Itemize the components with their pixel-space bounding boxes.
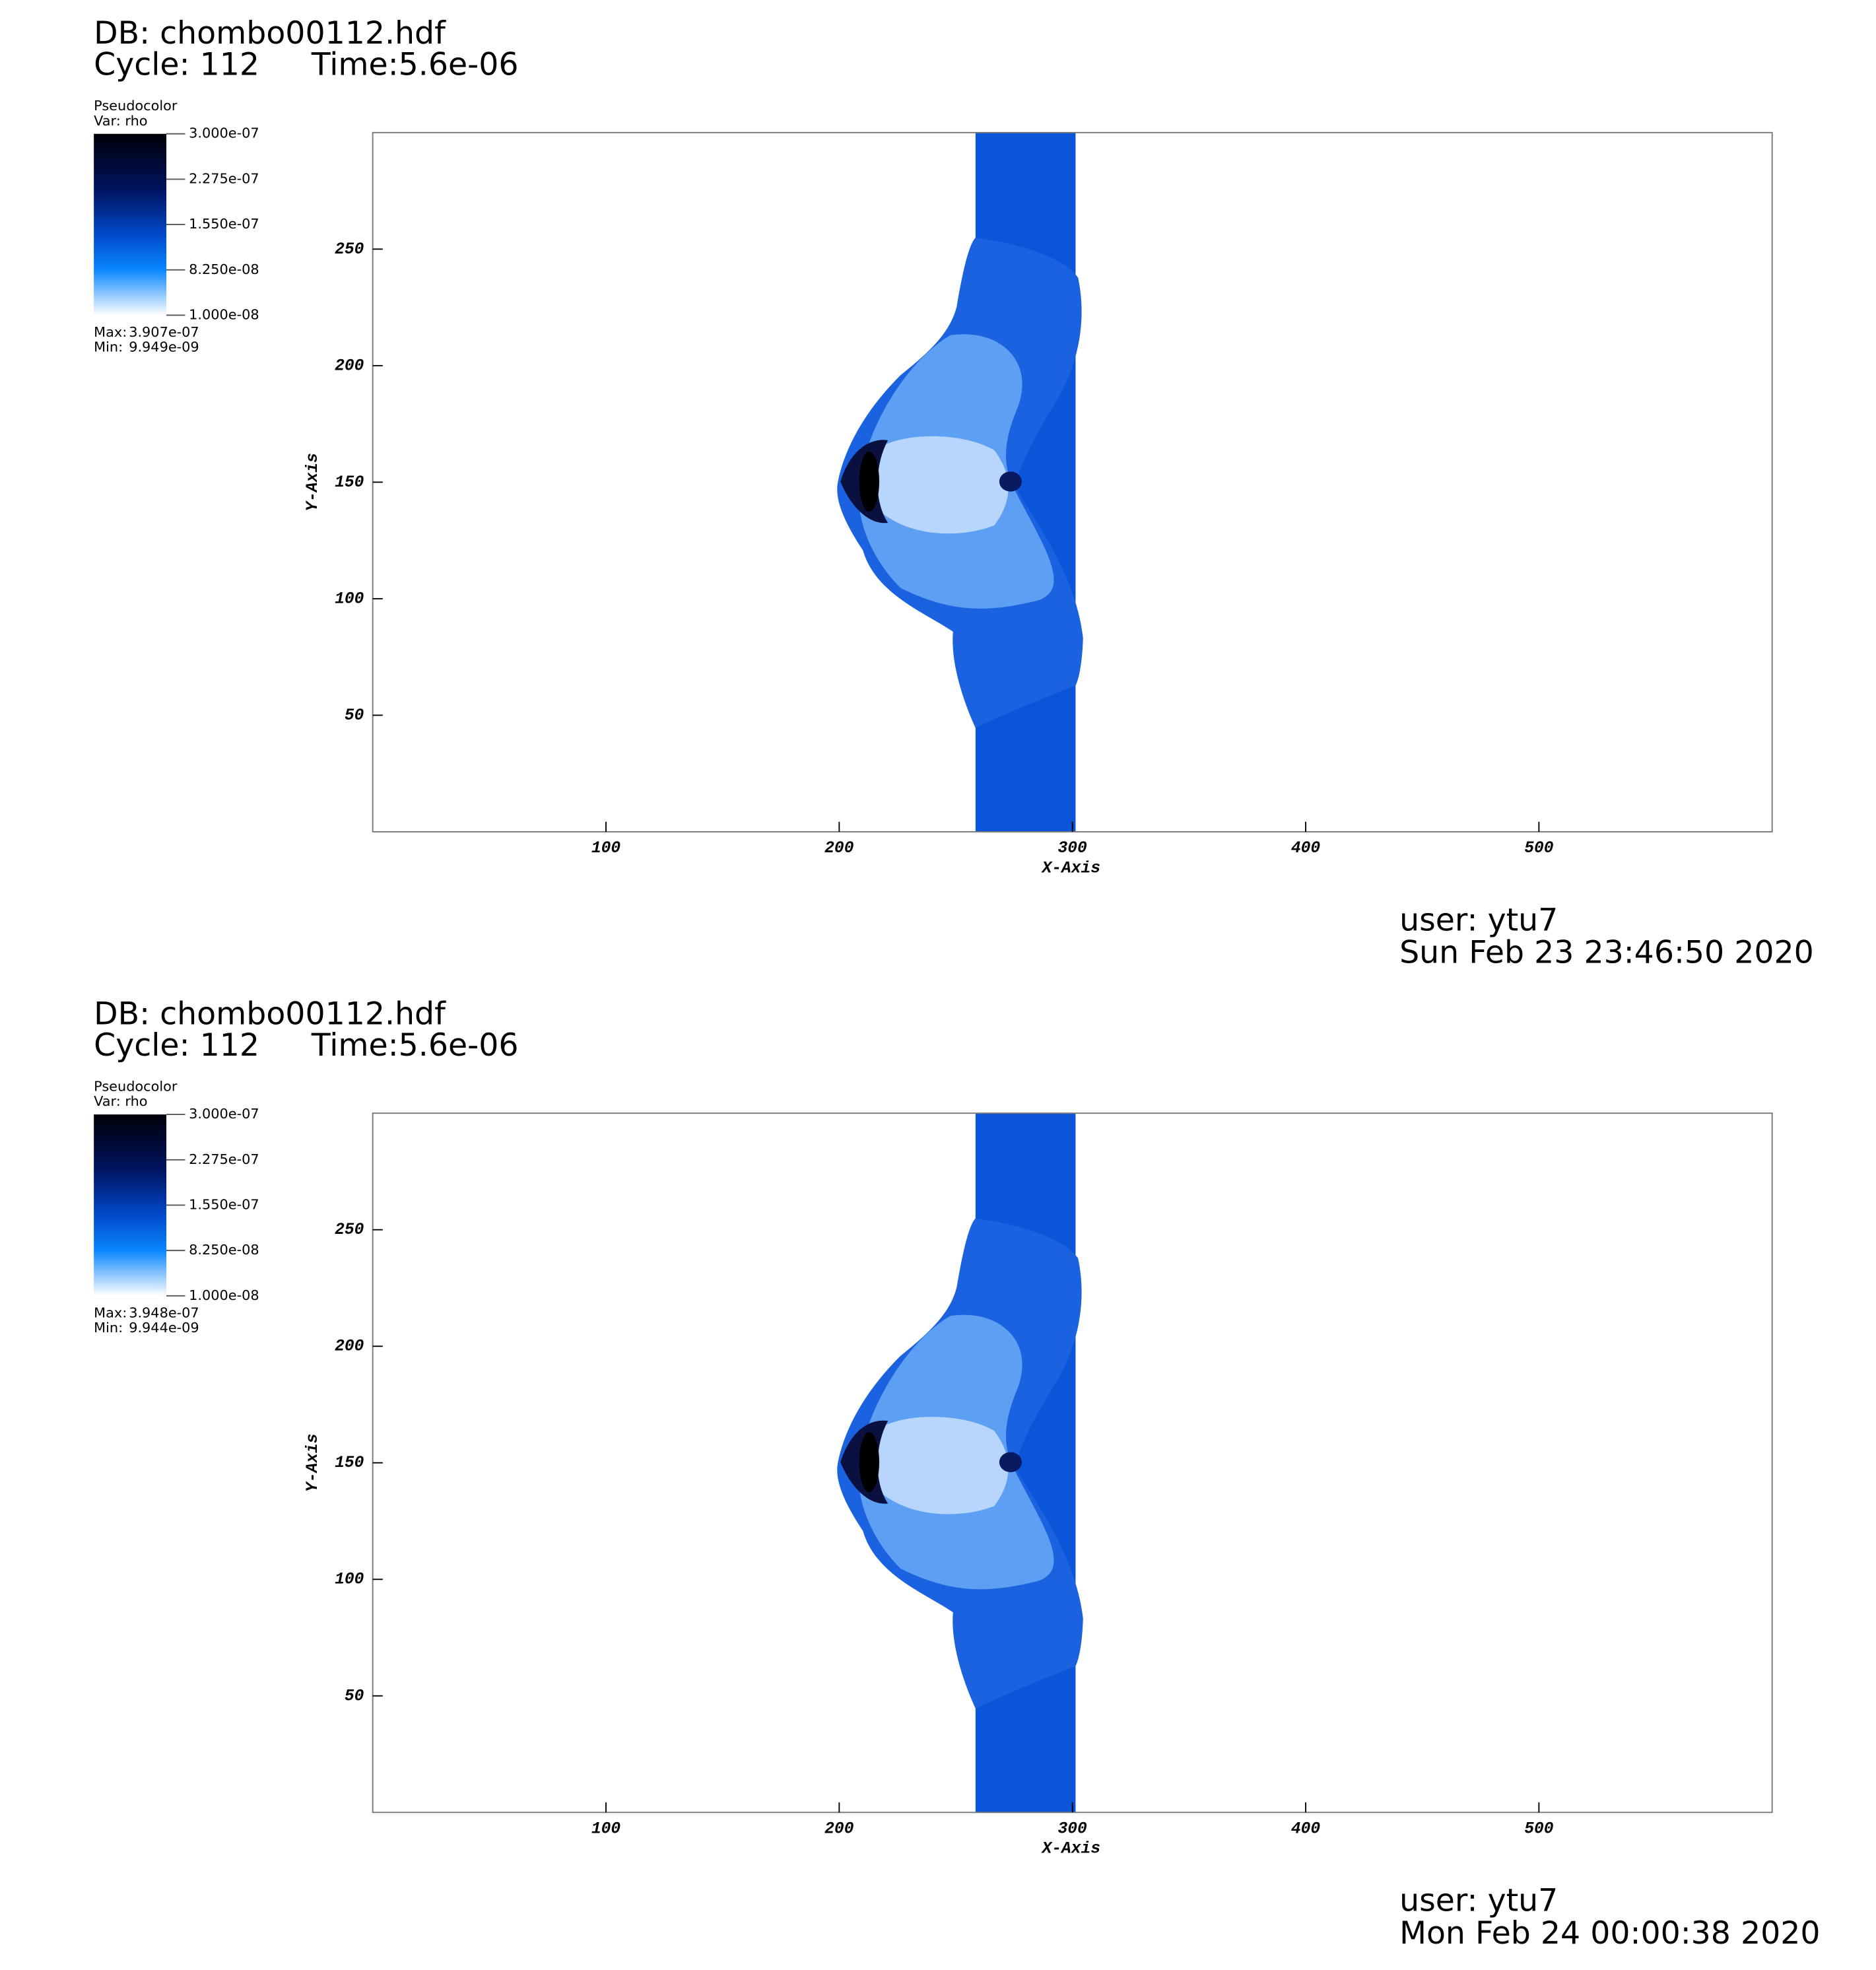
x-tick-label: 200 (824, 840, 854, 858)
x-tick-label: 200 (824, 1820, 854, 1838)
cycle: Cycle: 112 (94, 1027, 259, 1064)
y-tick-label: 200 (335, 1338, 364, 1356)
date: Mon Feb 24 00:00:38 2020 (1399, 1915, 1820, 1952)
colorbar-tick-label: 8.250e-08 (189, 1242, 259, 1258)
max-label: Max: (94, 1305, 127, 1320)
colorbar-tick-label: 1.000e-08 (189, 1287, 259, 1303)
field-image (837, 1113, 1083, 1813)
colorbar-tick-label: 1.550e-07 (189, 216, 259, 232)
y-tick-label: 200 (335, 357, 364, 375)
x-tick-label: 100 (591, 840, 621, 858)
colorbar-tick-label: 2.275e-07 (189, 170, 259, 186)
y-tick-label: 250 (335, 1221, 364, 1239)
min-label: Min: (94, 1320, 123, 1336)
colorbar-tick-label: 2.275e-07 (189, 1151, 259, 1167)
x-axis-label: X-Axis (1040, 860, 1100, 877)
database: DB: chombo00112.hdf (94, 15, 446, 51)
y-tick-label: 250 (335, 241, 364, 259)
y-tick-label: 100 (335, 1571, 364, 1589)
max-label: Max: (94, 324, 127, 340)
x-tick-label: 500 (1524, 840, 1554, 858)
y-axis-label: Y-Axis (304, 1433, 322, 1492)
user: user: ytu7 (1399, 902, 1558, 938)
legend-title: Pseudocolor (94, 98, 178, 114)
field-image (837, 132, 1083, 832)
database: DB: chombo00112.hdf (94, 996, 446, 1032)
colorbar-tick-label: 1.000e-08 (189, 306, 259, 322)
x-tick-label: 100 (591, 1820, 621, 1838)
min-label: Min: (94, 339, 123, 355)
y-tick-label: 50 (345, 1687, 364, 1705)
x-tick-label: 400 (1291, 1820, 1321, 1838)
user: user: ytu7 (1399, 1883, 1558, 1919)
x-axis-label: X-Axis (1040, 1841, 1100, 1858)
y-tick-label: 150 (335, 474, 364, 492)
colorbar-tick-label: 8.250e-08 (189, 261, 259, 277)
max-value: 3.907e-07 (129, 324, 199, 340)
y-tick-label: 150 (335, 1454, 364, 1472)
x-tick-label: 300 (1058, 840, 1088, 858)
y-axis-label: Y-Axis (304, 453, 322, 512)
colorbar (94, 133, 167, 316)
colorbar-tick-label: 1.550e-07 (189, 1196, 259, 1212)
variable: Var: rho (94, 113, 147, 129)
time: Time:5.6e-06 (311, 46, 519, 83)
x-tick-label: 500 (1524, 1820, 1554, 1838)
time: Time:5.6e-06 (311, 1027, 519, 1064)
variable: Var: rho (94, 1093, 147, 1109)
min-value: 9.949e-09 (129, 339, 199, 355)
min-value: 9.944e-09 (129, 1320, 199, 1336)
x-tick-label: 300 (1058, 1820, 1088, 1838)
date: Sun Feb 23 23:46:50 2020 (1399, 935, 1814, 971)
colorbar-tick-label: 3.000e-07 (189, 1106, 259, 1122)
colorbar (94, 1114, 167, 1296)
max-value: 3.948e-07 (129, 1305, 199, 1320)
y-tick-label: 50 (345, 707, 364, 725)
colorbar-tick-label: 3.000e-07 (189, 125, 259, 141)
y-tick-label: 100 (335, 590, 364, 608)
cycle: Cycle: 112 (94, 46, 259, 83)
legend-title: Pseudocolor (94, 1078, 178, 1094)
x-tick-label: 400 (1291, 840, 1321, 858)
